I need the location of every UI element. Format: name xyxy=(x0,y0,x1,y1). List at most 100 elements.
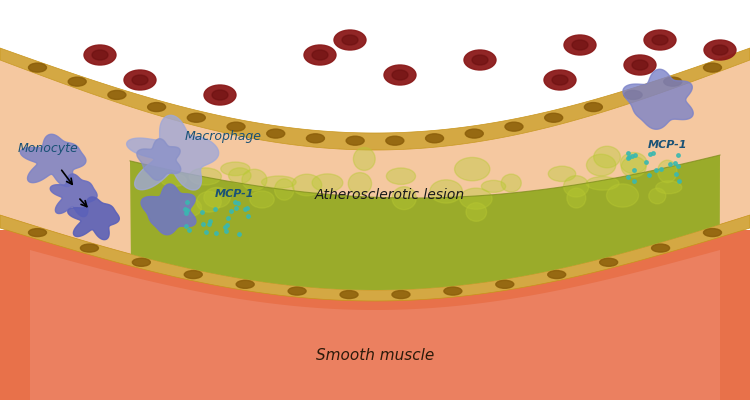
Ellipse shape xyxy=(340,290,358,298)
Ellipse shape xyxy=(342,35,358,45)
Polygon shape xyxy=(0,230,750,400)
Ellipse shape xyxy=(346,136,364,145)
Ellipse shape xyxy=(652,244,670,252)
Ellipse shape xyxy=(148,102,166,112)
Ellipse shape xyxy=(460,188,492,209)
Ellipse shape xyxy=(92,50,108,60)
Ellipse shape xyxy=(262,176,296,188)
Polygon shape xyxy=(127,115,219,190)
Ellipse shape xyxy=(548,166,576,182)
Ellipse shape xyxy=(184,270,202,278)
Ellipse shape xyxy=(304,45,336,65)
Polygon shape xyxy=(30,250,720,400)
Ellipse shape xyxy=(312,174,343,192)
Ellipse shape xyxy=(594,146,620,168)
Polygon shape xyxy=(623,69,693,129)
Ellipse shape xyxy=(28,63,46,72)
Ellipse shape xyxy=(444,287,462,295)
Ellipse shape xyxy=(204,187,230,208)
Ellipse shape xyxy=(236,280,254,288)
Ellipse shape xyxy=(505,122,523,131)
Ellipse shape xyxy=(644,30,676,50)
Ellipse shape xyxy=(632,60,648,70)
Ellipse shape xyxy=(704,63,722,72)
Ellipse shape xyxy=(656,181,682,194)
Polygon shape xyxy=(136,139,181,180)
Ellipse shape xyxy=(204,85,236,105)
Ellipse shape xyxy=(180,199,202,216)
Ellipse shape xyxy=(600,258,618,266)
Ellipse shape xyxy=(454,158,490,181)
Ellipse shape xyxy=(212,90,228,100)
Ellipse shape xyxy=(658,160,677,183)
Ellipse shape xyxy=(220,162,250,176)
Polygon shape xyxy=(68,197,119,240)
Ellipse shape xyxy=(28,228,46,236)
Ellipse shape xyxy=(704,228,722,236)
Ellipse shape xyxy=(392,70,408,80)
Polygon shape xyxy=(0,60,750,295)
Ellipse shape xyxy=(586,154,616,176)
Ellipse shape xyxy=(334,30,366,50)
Ellipse shape xyxy=(124,70,156,90)
Ellipse shape xyxy=(384,65,416,85)
Ellipse shape xyxy=(621,156,646,177)
Ellipse shape xyxy=(482,180,506,192)
Ellipse shape xyxy=(620,152,647,174)
Ellipse shape xyxy=(563,176,589,197)
Ellipse shape xyxy=(267,129,285,138)
Ellipse shape xyxy=(132,258,150,266)
Ellipse shape xyxy=(567,188,586,208)
Ellipse shape xyxy=(227,122,245,131)
Ellipse shape xyxy=(386,168,416,184)
Ellipse shape xyxy=(229,168,251,184)
Text: MCP-1: MCP-1 xyxy=(215,189,254,199)
Ellipse shape xyxy=(250,191,274,208)
Ellipse shape xyxy=(548,270,566,278)
Ellipse shape xyxy=(624,55,656,75)
Ellipse shape xyxy=(496,280,514,288)
Ellipse shape xyxy=(649,188,666,204)
Text: Smooth muscle: Smooth muscle xyxy=(316,348,434,362)
Text: Macrophage: Macrophage xyxy=(185,130,262,143)
Ellipse shape xyxy=(464,50,496,70)
Ellipse shape xyxy=(312,50,328,60)
Ellipse shape xyxy=(472,55,488,65)
Ellipse shape xyxy=(307,134,325,143)
Ellipse shape xyxy=(189,168,221,185)
Ellipse shape xyxy=(564,35,596,55)
Ellipse shape xyxy=(544,70,576,90)
Ellipse shape xyxy=(704,40,736,60)
Ellipse shape xyxy=(465,129,483,138)
Ellipse shape xyxy=(664,77,682,86)
Ellipse shape xyxy=(132,75,148,85)
Ellipse shape xyxy=(108,90,126,100)
Polygon shape xyxy=(130,155,720,290)
Ellipse shape xyxy=(607,184,638,207)
Ellipse shape xyxy=(544,113,562,122)
Ellipse shape xyxy=(425,134,443,143)
Ellipse shape xyxy=(466,203,487,221)
Ellipse shape xyxy=(552,75,568,85)
Ellipse shape xyxy=(288,287,306,295)
Ellipse shape xyxy=(584,102,602,112)
Ellipse shape xyxy=(392,187,416,210)
Polygon shape xyxy=(0,230,750,400)
Ellipse shape xyxy=(386,136,404,145)
Ellipse shape xyxy=(84,45,116,65)
Polygon shape xyxy=(0,48,750,150)
Ellipse shape xyxy=(353,148,375,170)
Ellipse shape xyxy=(430,180,463,203)
Ellipse shape xyxy=(80,244,98,252)
Polygon shape xyxy=(50,174,97,217)
Polygon shape xyxy=(0,215,750,301)
Ellipse shape xyxy=(292,174,322,196)
Ellipse shape xyxy=(348,173,371,195)
Ellipse shape xyxy=(501,174,521,192)
Ellipse shape xyxy=(196,192,221,212)
Polygon shape xyxy=(20,134,86,186)
Ellipse shape xyxy=(652,35,668,45)
Ellipse shape xyxy=(188,113,206,122)
Text: Monocyte: Monocyte xyxy=(18,142,79,155)
Ellipse shape xyxy=(572,40,588,50)
